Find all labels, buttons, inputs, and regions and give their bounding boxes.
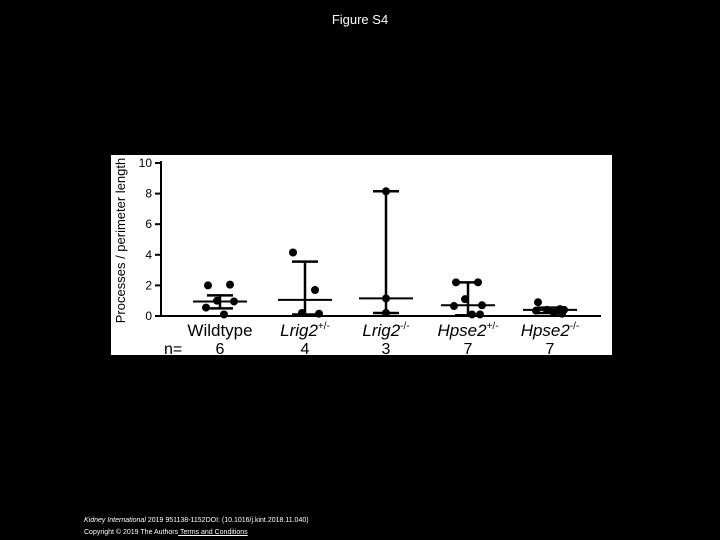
y-tick-label: 0 xyxy=(145,309,152,323)
data-point xyxy=(450,302,458,311)
citation-text: 2019 951138-1152DOI: (10.1016/j.kint.201… xyxy=(145,517,309,524)
data-point xyxy=(461,295,469,304)
data-point xyxy=(213,296,221,305)
data-point xyxy=(298,308,306,317)
data-point xyxy=(382,187,390,196)
x-category-label: Lrig2+/- xyxy=(280,321,330,340)
figure-panel: Processes / perimeter length 0 2 4 6 8 10 Wil… xyxy=(111,155,612,355)
copyright-text: Copyright © 2019 The Authors xyxy=(84,529,179,536)
category-superscript: +/- xyxy=(487,321,499,332)
n-value: 6 xyxy=(216,341,225,355)
category-base: Lrig2 xyxy=(280,321,318,340)
data-point xyxy=(204,281,212,290)
copyright-line: Copyright © 2019 The Authors Terms and C… xyxy=(84,527,309,539)
terms-link[interactable]: Terms and Conditions xyxy=(178,529,248,536)
citation-line: Kidney International 2019 951138-1152DOI… xyxy=(84,515,309,527)
data-point xyxy=(230,297,238,306)
group-1: Lrig2+/-4 xyxy=(278,248,332,355)
data-point xyxy=(478,301,486,310)
data-point xyxy=(452,278,460,287)
n-value: 7 xyxy=(464,341,473,355)
data-point xyxy=(315,309,323,318)
data-point xyxy=(534,298,542,307)
category-base: Hpse2 xyxy=(521,321,571,340)
data-point xyxy=(543,305,551,314)
n-value: 3 xyxy=(382,341,391,355)
data-point xyxy=(468,310,476,319)
n-value: 4 xyxy=(301,341,310,355)
category-superscript: -/- xyxy=(400,321,409,332)
category-base: Hpse2 xyxy=(437,321,487,340)
x-category-label: Hpse2+/- xyxy=(437,321,498,340)
y-tick-label: 8 xyxy=(145,187,152,201)
data-point xyxy=(550,308,558,317)
category-base: Lrig2 xyxy=(362,321,400,340)
y-axis-label: Processes / perimeter length xyxy=(113,158,128,323)
y-tick-label: 4 xyxy=(145,248,152,262)
y-tick-label: 10 xyxy=(139,156,153,170)
category-superscript: -/- xyxy=(570,321,579,332)
data-point xyxy=(532,306,540,315)
scatter-chart: Processes / perimeter length 0 2 4 6 8 10 Wil… xyxy=(113,156,601,355)
n-label: n= xyxy=(164,341,182,355)
group-2: Lrig2-/-3 xyxy=(359,187,413,355)
data-point xyxy=(202,303,210,312)
data-point xyxy=(311,285,319,294)
data-point xyxy=(382,308,390,317)
data-point xyxy=(220,310,228,319)
x-category-label: Wildtype xyxy=(187,321,252,340)
n-value: 7 xyxy=(546,341,555,355)
y-ticks: 0 2 4 6 8 10 xyxy=(139,156,161,323)
footer: Kidney International 2019 951138-1152DOI… xyxy=(84,515,309,539)
data-point xyxy=(476,310,484,319)
category-superscript: +/- xyxy=(318,321,330,332)
journal-name: Kidney International xyxy=(84,517,146,524)
y-tick-label: 6 xyxy=(145,217,152,231)
group-4: Hpse2-/-7 xyxy=(521,298,580,355)
data-point xyxy=(474,278,482,287)
chart-groups: Wildtype6Lrig2+/-4Lrig2-/-3Hpse2+/-7Hpse… xyxy=(187,187,579,355)
y-tick-label: 2 xyxy=(145,278,152,292)
data-point xyxy=(289,248,297,257)
slide-title: Figure S4 xyxy=(331,12,389,27)
category-base: Wildtype xyxy=(187,321,252,340)
x-category-label: Lrig2-/- xyxy=(362,321,409,340)
group-3: Hpse2+/-7 xyxy=(437,278,499,355)
data-point xyxy=(226,280,234,289)
data-point xyxy=(558,309,566,318)
data-point xyxy=(382,294,390,303)
x-category-label: Hpse2-/- xyxy=(521,321,580,340)
